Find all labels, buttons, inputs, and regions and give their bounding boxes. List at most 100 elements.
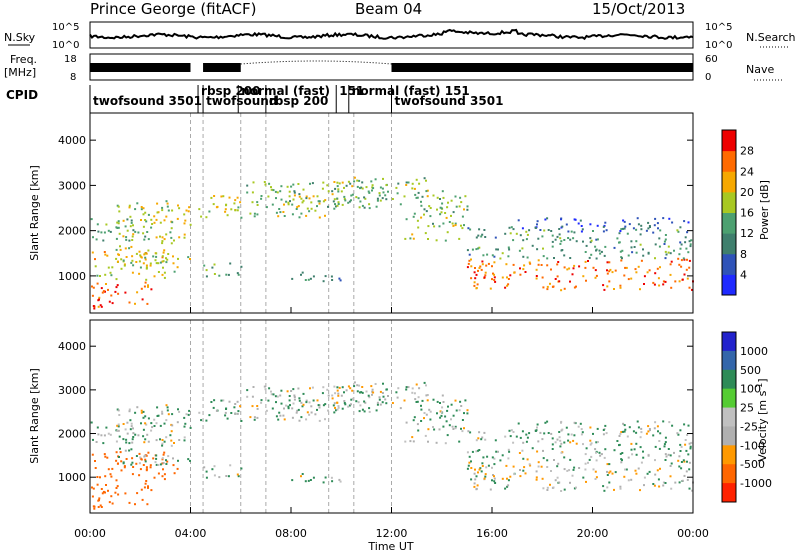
power-echo [100,305,103,308]
power-echo [594,245,597,248]
velocity-echo [403,399,406,402]
power-echo [350,194,353,197]
velocity-colorbar-swatch [722,426,736,446]
power-echo [429,215,432,218]
velocity-echo [114,491,117,494]
velocity-echo [474,468,476,471]
power-echo [166,205,169,208]
velocity-echo [306,411,309,414]
velocity-echo [658,440,661,442]
power-echo [487,262,490,265]
power-echo [613,246,616,249]
power-echo [312,195,315,198]
power-echo [546,285,549,288]
power-echo [427,225,430,228]
velocity-echo [291,407,294,410]
power-echo [381,187,384,190]
velocity-echo [272,393,275,396]
velocity-echo [522,441,525,444]
velocity-echo [99,476,101,479]
velocity-echo [91,486,93,489]
power-echo [162,266,164,269]
power-echo [639,243,642,246]
power-echo [337,188,340,191]
velocity-echo [452,428,455,430]
power-echo [224,210,227,213]
power-echo [535,268,538,271]
power-echo [271,203,274,206]
velocity-echo [687,453,690,456]
velocity-echo [630,478,633,481]
velocity-echo [338,386,341,389]
power-echo [144,256,147,259]
power-echo [451,222,454,225]
velocity-echo [183,416,186,419]
velocity-echo [224,414,227,417]
power-echo [427,238,429,240]
velocity-echo [142,416,145,419]
power-echo [211,266,214,269]
velocity-echo [176,467,179,470]
power-echo [376,197,379,200]
velocity-echo [642,450,644,453]
power-echo [145,278,148,281]
power-echo [91,294,94,297]
velocity-echo [145,466,148,469]
velocity-echo [512,431,515,433]
velocity-echo [115,451,118,454]
velocity-echo [128,442,131,445]
power-echo [391,198,394,200]
power-echo [291,277,294,280]
power-echo [123,264,126,267]
power-echo [529,262,532,265]
velocity-echo [461,419,464,421]
power-echo [524,271,527,273]
velocity-echo [567,433,570,436]
velocity-echo [178,439,181,441]
power-echo [364,197,367,200]
velocity-echo [411,436,414,439]
velocity-echo [379,403,382,406]
velocity-echo [447,405,449,408]
velocity-echo [632,430,635,433]
velocity-echo [116,485,119,488]
power-echo [575,240,578,243]
velocity-echo [483,431,486,434]
power-echo [140,208,143,211]
power-echo [411,233,414,236]
power-echo [595,274,598,277]
power-echo [580,225,583,227]
power-echo [494,236,497,239]
velocity-echo [134,411,137,414]
power-echo [594,269,597,272]
velocity-echo [154,461,157,464]
velocity-echo [240,420,243,422]
velocity-echo [300,475,302,478]
power-echo [544,218,547,221]
velocity-echo [256,405,259,407]
power-echo [334,187,337,190]
velocity-echo [569,441,572,444]
velocity-echo [301,473,304,475]
power-echo [297,183,300,185]
power-echo [106,254,109,257]
velocity-echo [606,474,609,476]
velocity-echo [416,423,419,426]
power-echo [412,237,415,240]
velocity-echo [579,422,582,425]
velocity-echo [546,420,549,423]
power-echo [504,232,507,235]
power-echo [572,237,575,240]
velocity-echo [161,439,164,441]
velocity-echo [94,460,96,462]
power-echo [162,251,165,254]
power-echo [368,191,371,194]
velocity-echo [146,503,149,506]
velocity-echo [279,394,282,397]
velocity-echo [128,410,131,413]
velocity-echo [283,407,285,410]
power-echo [474,267,476,269]
power-echo [145,264,148,267]
power-echo [664,250,667,253]
velocity-echo [353,381,356,384]
